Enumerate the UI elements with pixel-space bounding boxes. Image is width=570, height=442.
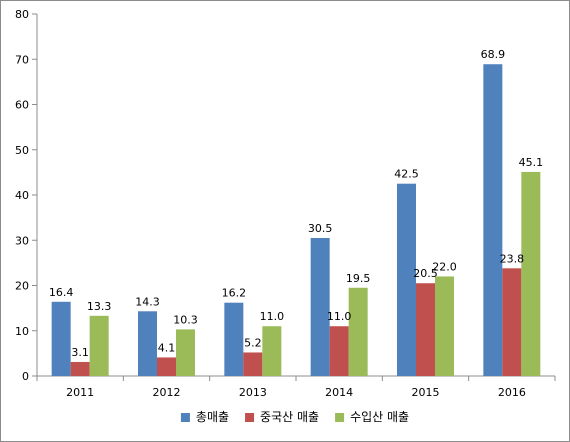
data-label: 5.2 xyxy=(244,336,262,349)
y-tick-label: 20 xyxy=(15,280,29,293)
bar-3-2012 xyxy=(176,329,195,376)
y-tick-label: 40 xyxy=(15,189,29,202)
data-label: 45.1 xyxy=(519,156,544,169)
bar-3-2016 xyxy=(521,171,541,376)
legend-swatch xyxy=(245,413,255,422)
y-tick-label: 0 xyxy=(22,370,29,383)
data-label: 13.3 xyxy=(87,300,112,313)
x-category-label: 2014 xyxy=(325,386,353,399)
y-axis: 0 10 20 30 40 50 60 70 80 xyxy=(15,8,38,383)
x-category-label: 2013 xyxy=(239,386,267,399)
y-tick-label: 50 xyxy=(15,144,29,157)
data-label: 20.5 xyxy=(413,267,438,280)
data-label: 30.5 xyxy=(308,222,333,235)
legend-label: 총매출 xyxy=(196,410,229,424)
bar-3-2011 xyxy=(89,315,109,376)
data-label: 16.2 xyxy=(222,287,247,300)
x-category-label: 2016 xyxy=(498,386,526,399)
legend-swatch xyxy=(180,413,190,422)
legend-swatch xyxy=(335,413,345,422)
data-label: 22.0 xyxy=(432,260,457,273)
legend-label: 수입산 매출 xyxy=(350,410,409,424)
bar-1-2015 xyxy=(397,183,416,376)
bar-2-2014 xyxy=(329,326,349,376)
data-label: 68.9 xyxy=(481,48,506,61)
x-category-label: 2011 xyxy=(66,386,94,399)
bar-2-2012 xyxy=(157,357,176,376)
y-tick-label: 60 xyxy=(15,99,29,112)
x-category-label: 2015 xyxy=(412,386,440,399)
legend: 총매출 중국산 매출 수입산 매출 xyxy=(180,410,409,424)
y-tick-label: 80 xyxy=(15,8,29,21)
bar-3-2015 xyxy=(435,276,454,376)
data-label: 11.0 xyxy=(260,310,285,323)
data-label: 23.8 xyxy=(500,252,525,265)
data-label: 16.4 xyxy=(49,286,74,299)
data-label: 19.5 xyxy=(346,272,371,285)
data-label: 42.5 xyxy=(394,168,419,181)
bar-1-2014 xyxy=(310,237,330,376)
x-category-label: 2012 xyxy=(153,386,181,399)
bar-2-2015 xyxy=(416,283,435,376)
bar-2-2011 xyxy=(70,361,90,376)
y-tick-label: 30 xyxy=(15,234,29,247)
bars xyxy=(51,64,541,376)
bar-1-2012 xyxy=(138,311,157,376)
data-label: 4.1 xyxy=(158,341,176,354)
y-tick-label: 10 xyxy=(15,325,29,338)
legend-item: 수입산 매출 xyxy=(335,410,409,424)
bar-1-2016 xyxy=(483,64,503,376)
data-label: 3.1 xyxy=(71,346,89,359)
data-label: 14.3 xyxy=(135,295,160,308)
legend-label: 중국산 매출 xyxy=(260,410,319,424)
data-label: 10.3 xyxy=(173,313,198,326)
bar-3-2013 xyxy=(262,326,282,376)
bar-2-2016 xyxy=(502,268,522,376)
data-labels: 16.4 14.3 16.2 30.5 42.5 68.9 3.1 4.1 5.2 11.0 20.… xyxy=(49,48,543,359)
legend-item: 중국산 매출 xyxy=(245,410,319,424)
legend-item: 총매출 xyxy=(180,410,229,424)
bar-1-2013 xyxy=(224,302,244,376)
y-tick-label: 70 xyxy=(15,53,29,66)
bar-2-2013 xyxy=(243,352,263,376)
bar-3-2014 xyxy=(348,287,368,376)
bar-1-2011 xyxy=(51,301,71,376)
x-axis: 2011 2012 2013 2014 2015 2016 xyxy=(36,375,556,399)
data-label: 11.0 xyxy=(327,310,352,323)
